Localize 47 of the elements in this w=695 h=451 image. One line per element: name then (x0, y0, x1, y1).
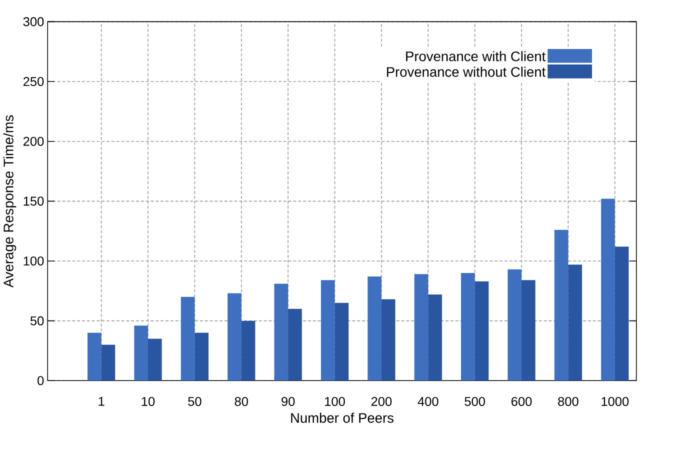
x-tick-label: 50 (188, 397, 202, 406)
x-tick-label: 90 (282, 397, 295, 406)
bar (288, 309, 302, 381)
legend-label: Provenance with Client (406, 51, 546, 62)
bar (568, 264, 582, 381)
x-tick-label: 400 (418, 397, 438, 406)
y-tick-label: 250 (23, 77, 44, 86)
bar (508, 270, 522, 381)
bar (134, 326, 148, 381)
x-tick-label: 200 (371, 397, 392, 406)
y-axis-title: Average Response Time/ms (3, 115, 16, 288)
bar (474, 282, 489, 381)
bar (554, 230, 568, 381)
bar (334, 303, 349, 381)
bar (194, 332, 209, 381)
bar (228, 293, 242, 381)
x-tick-label: 1000 (602, 397, 629, 406)
y-tick-label: 0 (38, 376, 44, 386)
x-tick-label: 100 (325, 397, 345, 406)
x-tick-label: 600 (512, 397, 532, 406)
x-tick-label: 500 (464, 397, 485, 406)
bar (461, 273, 475, 381)
bar (381, 299, 396, 381)
bar (601, 198, 615, 381)
bar (368, 276, 382, 381)
x-tick-label: 800 (558, 397, 578, 406)
bar (414, 274, 428, 381)
y-tick-label: 50 (30, 316, 44, 326)
y-tick-label: 150 (24, 196, 44, 206)
bar (274, 284, 288, 381)
bar (428, 294, 442, 381)
bar (148, 338, 162, 381)
bar (88, 332, 102, 381)
bar (180, 297, 195, 381)
bar (101, 344, 116, 381)
bar (522, 280, 536, 381)
y-tick-label: 200 (23, 136, 44, 146)
bar (614, 246, 629, 381)
bar (241, 320, 256, 381)
x-tick-label: 1 (98, 397, 104, 406)
x-tick-label: 10 (142, 397, 155, 406)
legend-label: Provenance without Client (386, 66, 546, 77)
y-tick-label: 300 (23, 17, 44, 26)
bar (320, 280, 335, 381)
x-axis-title: Number of Peers (291, 412, 394, 423)
y-tick-label: 100 (24, 256, 44, 266)
x-tick-label: 80 (234, 397, 248, 406)
